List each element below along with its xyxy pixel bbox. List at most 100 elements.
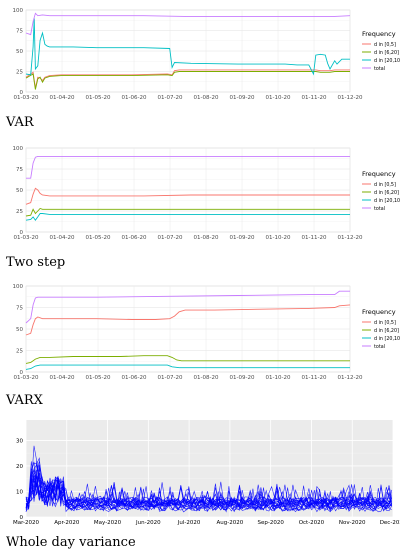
whole-day-variance-y-tick-label: 0: [20, 515, 24, 521]
varx-x-tick-label: 01-04-20: [50, 375, 75, 381]
var-x-tick-label: 01-06-20: [122, 95, 147, 101]
var-x-tick-label: 01-03-20: [14, 95, 39, 101]
two-step-x-tick-label: 01-05-20: [86, 235, 111, 241]
varx-y-tick-label: 50: [16, 327, 23, 333]
two-step-y-tick-label: 100: [13, 146, 24, 152]
two-step-x-tick-label: 01-12-20: [338, 235, 363, 241]
two-step-legend-label: d in [20,100]: [374, 198, 400, 204]
whole-day-variance-x-tick-label: Jul-2020: [177, 520, 201, 526]
varx-legend-title: Frequency: [362, 308, 396, 316]
two-step-x-tick-labels: 01-03-20 01-04-20 01-05-20 01-06-20 01-07-20…: [14, 235, 363, 241]
whole-day-variance-y-tick-label: 10: [16, 489, 23, 495]
var-chart: 0 25 50 75 100 01-03-20 01-04-20 01-05-20 01-06…: [5, 8, 400, 130]
varx-caption: VARX: [5, 393, 44, 408]
var-y-tick-label: 75: [16, 29, 23, 35]
two-step-x-tick-label: 01-09-20: [230, 235, 255, 241]
var-legend-label: total: [374, 66, 385, 72]
varx-legend-label: total: [374, 344, 385, 350]
whole-day-variance-y-tick-labels: 0 10 20 30: [16, 438, 24, 521]
two-step-x-tick-label: 01-11-20: [302, 235, 327, 241]
var-y-tick-label: 0: [20, 90, 24, 96]
var-series-line: [25, 18, 350, 76]
varx-legend-label: d in [0,5]: [374, 320, 396, 326]
whole-day-variance-x-tick-labels: Mar-2020 Apr-2020 May-2020 Jun-2020 Jul-2020…: [13, 520, 400, 526]
two-step-y-tick-label: 0: [20, 230, 24, 236]
varx-y-tick-label: 25: [16, 349, 23, 355]
var-x-tick-label: 01-10-20: [266, 95, 291, 101]
whole-day-variance-x-tick-label: Sep-2020: [257, 520, 284, 526]
varx-series-line: [25, 364, 350, 370]
whole-day-variance-y-tick-label: 20: [16, 464, 23, 470]
two-step-x-tick-label: 01-06-20: [122, 235, 147, 241]
varx-x-tick-labels: 01-03-20 01-04-20 01-05-20 01-06-20 01-07-20…: [14, 375, 363, 381]
var-grid: [25, 9, 351, 93]
two-step-series-line: [25, 187, 350, 205]
varx-series-line: [25, 355, 350, 364]
whole-day-variance-series-line: [25, 465, 392, 506]
whole-day-variance-chart: 0 10 20 30 Mar-2020 Apr-2020 May-2020 Jun-2020…: [6, 420, 400, 550]
var-y-tick-label: 100: [13, 8, 24, 14]
whole-day-variance-x-tick-label: Aug-2020: [217, 520, 244, 526]
varx-x-tick-label: 01-07-20: [158, 375, 183, 381]
two-step-x-tick-label: 01-03-20: [14, 235, 39, 241]
varx-y-tick-label: 0: [20, 370, 24, 376]
var-caption: VAR: [5, 115, 35, 130]
two-step-series-lines: [25, 155, 350, 221]
varx-x-tick-label: 01-11-20: [302, 375, 327, 381]
two-step-chart: 0 25 50 75 100 01-03-20 01-04-20 01-05-20 01-06…: [6, 146, 400, 270]
whole-day-variance-x-tick-label: Jun-2020: [135, 520, 161, 526]
var-series-line: [25, 71, 350, 90]
var-x-tick-label: 01-07-20: [158, 95, 183, 101]
two-step-x-tick-label: 01-04-20: [50, 235, 75, 241]
varx-x-tick-label: 01-08-20: [194, 375, 219, 381]
var-x-tick-label: 01-12-20: [338, 95, 363, 101]
whole-day-variance-series-lines: [25, 445, 392, 513]
whole-day-variance-x-tick-label: Mar-2020: [13, 520, 40, 526]
whole-day-variance-caption: Whole day variance: [6, 535, 136, 550]
var-series-lines: [25, 12, 351, 90]
two-step-x-tick-label: 01-08-20: [194, 235, 219, 241]
var-y-tick-label: 50: [16, 49, 23, 55]
varx-y-tick-label: 100: [13, 284, 24, 290]
whole-day-variance-series-line: [25, 479, 392, 511]
two-step-x-tick-label: 01-10-20: [266, 235, 291, 241]
whole-day-variance-x-tick-label: Apr-2020: [54, 520, 80, 526]
two-step-y-tick-labels: 0 25 50 75 100: [13, 146, 24, 236]
var-legend-label: d in [20,100]: [374, 58, 400, 64]
whole-day-variance-x-tick-label: Dec-2020: [380, 520, 400, 526]
whole-day-variance-x-tick-label: Nov-2020: [339, 520, 366, 526]
two-step-series-line: [25, 207, 350, 217]
varx-x-tick-label: 01-09-20: [230, 375, 255, 381]
var-y-tick-label: 25: [16, 70, 23, 76]
two-step-series-line: [26, 155, 350, 179]
two-step-legend-label: d in [0,5]: [374, 182, 396, 188]
var-x-tick-label: 01-11-20: [302, 95, 327, 101]
whole-day-variance-y-tick-label: 30: [16, 438, 23, 444]
varx-y-tick-labels: 0 25 50 75 100: [13, 284, 24, 376]
var-legend-title: Frequency: [362, 30, 396, 38]
whole-day-variance-series-line: [25, 468, 392, 512]
varx-grid: [25, 285, 351, 373]
two-step-series-line: [25, 213, 350, 221]
varx-x-tick-label: 01-10-20: [266, 375, 291, 381]
varx-legend: Frequency d in [0,5] d in [6,20] d in [20,…: [362, 308, 400, 350]
varx-x-tick-label: 01-05-20: [86, 375, 111, 381]
two-step-y-tick-label: 50: [16, 188, 23, 194]
whole-day-variance-series-line: [25, 473, 392, 511]
var-legend: Frequency d in [0,5] d in [6,20] d in [20,…: [362, 30, 400, 72]
var-x-tick-label: 01-04-20: [50, 95, 75, 101]
varx-series-line: [25, 304, 351, 336]
two-step-legend-label: total: [374, 206, 385, 212]
varx-series-line: [25, 290, 350, 324]
varx-legend-label: d in [20,100]: [374, 336, 400, 342]
varx-y-tick-label: 75: [16, 306, 23, 312]
whole-day-variance-x-tick-label: May-2020: [94, 520, 122, 526]
varx-legend-label: d in [6,20]: [374, 328, 399, 334]
var-x-tick-label: 01-08-20: [194, 95, 219, 101]
varx-x-tick-label: 01-03-20: [14, 375, 39, 381]
var-legend-label: d in [0,5]: [374, 42, 396, 48]
var-legend-label: d in [6,20]: [374, 50, 399, 56]
two-step-grid: [25, 147, 351, 233]
two-step-y-tick-label: 25: [16, 209, 23, 215]
